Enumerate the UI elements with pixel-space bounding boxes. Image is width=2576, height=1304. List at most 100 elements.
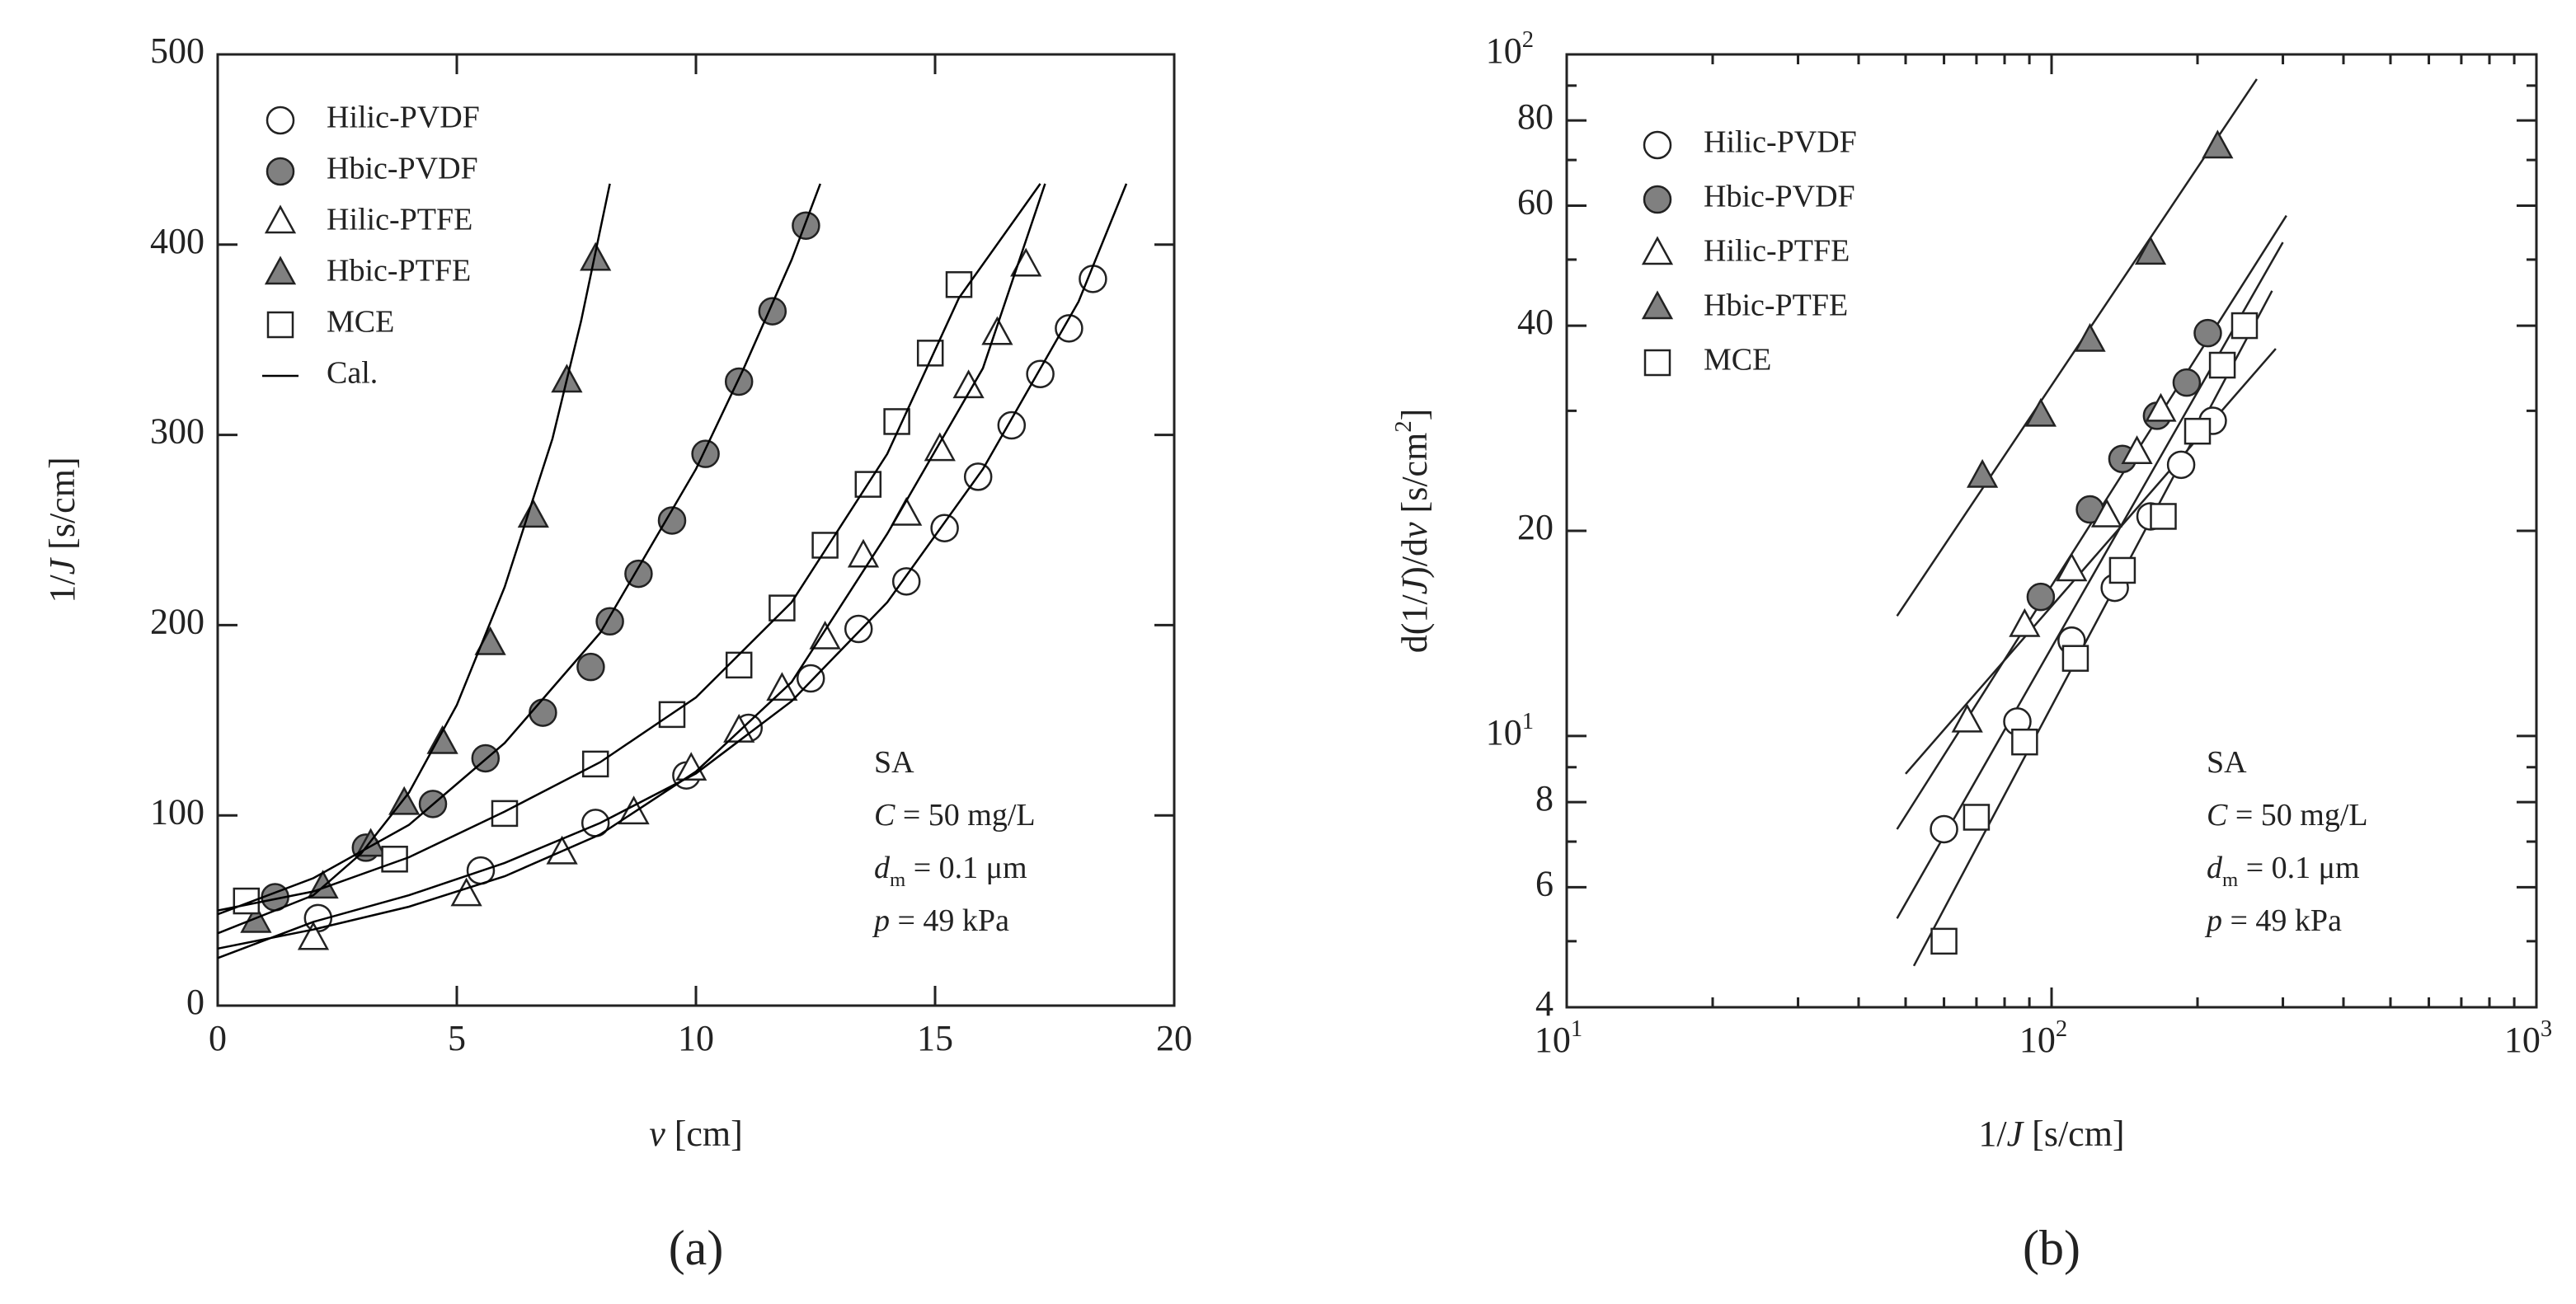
marker [2009,607,2041,637]
annotation: p = 49 kPa [872,903,1009,938]
subplot-caption: (b) [2023,1221,2080,1275]
marker [2150,503,2177,530]
x-axis-label-part: [s/cm] [2023,1114,2124,1154]
marker [2061,645,2089,672]
annotation-part: = 50 mg/L [2227,798,2367,833]
marker [891,496,923,526]
annotation-part: d [2207,851,2223,885]
tick-base: 10 [1486,30,1522,71]
marker [2090,498,2123,528]
annotation-part: = 50 mg/L [895,798,1035,833]
marker [844,614,873,644]
subplot-caption: (a) [669,1221,724,1275]
x-axis-label-part: v [649,1114,665,1154]
y-tick-label: 300 [150,411,204,452]
y-tick-label: 200 [150,601,204,641]
marker [796,664,825,693]
annotation-part: m [890,869,905,891]
annotation-part: SA [2207,745,2247,780]
y-axis-label-part: J [1394,576,1435,594]
annotation: C = 50 mg/L [2207,798,2368,833]
annotation-part: C [2207,798,2228,833]
marker [2172,368,2202,397]
legend-marker [1643,349,1671,377]
legend-label: Hilic-PVDF [327,101,480,135]
y-axis-label-part: v [1394,522,1435,538]
y-tick-label: 20 [1517,507,1554,547]
annotation-part: = 49 kPa [890,903,1009,938]
marker [529,698,557,727]
marker [2026,582,2056,612]
annotation: dm = 0.1 μm [2207,851,2360,891]
annotation-part: = 49 kPa [2222,903,2342,938]
legend-label: Hbic-PTFE [327,254,471,288]
y-tick-label: 6 [1535,863,1554,903]
marker [297,921,330,950]
x-axis-label-part: J [2007,1114,2025,1154]
y-tick-label: 400 [150,221,204,261]
marker [2108,556,2136,584]
annotation-part: d [874,851,891,885]
legend-label: MCE [327,305,394,340]
y-axis-label: d(1/J)/dv [s/cm2] [1391,409,1435,654]
y-axis-label-part: ] [1394,409,1435,421]
calc-line [217,183,1128,959]
marker [517,499,549,528]
marker [2208,351,2236,379]
legend-label: Hbic-PVDF [327,152,478,186]
tick-exponent: 1 [1571,1016,1582,1042]
tick-exponent: 2 [1522,27,1534,53]
marker [2134,236,2167,265]
y-axis-label-part: J [42,556,82,575]
y-axis-label-part: 2 [1391,420,1417,432]
legend-label: MCE [1704,343,1771,378]
y-tick-label: 4 [1535,983,1554,1024]
legend-marker [1641,236,1674,265]
tick-base: 10 [1535,1020,1571,1060]
annotation-part: = 0.1 μm [905,851,1027,885]
y-axis-label-part: [s/cm] [42,457,82,558]
tick-exponent: 3 [2541,1016,2552,1042]
annotation: SA [2207,745,2247,780]
legend-marker [264,204,297,234]
legend-marker [266,157,295,186]
marker [675,752,707,781]
marker [2145,392,2177,422]
marker [847,538,880,568]
marker [2056,552,2088,582]
y-tick-label: 500 [150,30,204,71]
marker [891,567,921,596]
annotation-part: p [872,903,890,938]
y-axis-label-part: [s/cm [1394,433,1435,523]
x-tick-label: 5 [448,1018,466,1058]
annotation-part: m [2222,869,2238,891]
marker [769,594,796,622]
legend-marker [266,311,294,339]
x-tick-label: 15 [917,1018,953,1058]
marker [1055,314,1084,343]
marker [2193,318,2222,348]
y-axis-label-part: )/d [1394,538,1435,579]
legend-label: Hilic-PVDF [1704,125,1857,160]
marker [2230,312,2259,340]
marker [766,672,798,701]
tick-exponent: 2 [2056,1016,2067,1042]
marker [724,367,754,396]
y-tick-label: 101 [1486,709,1534,753]
y-tick-label: 0 [186,982,204,1022]
marker [450,877,482,907]
tick-base: 10 [2504,1020,2541,1060]
legend-label: Hbic-PVDF [1704,180,1855,214]
legend-label: Hbic-PTFE [1704,288,1848,323]
annotation-part: p [2204,903,2222,938]
x-tick-label: 101 [1535,1016,1582,1060]
x-axis-label: v [cm] [649,1114,743,1154]
marker [1930,814,1958,844]
marker [930,514,959,542]
annotation: dm = 0.1 μm [874,851,1027,891]
annotation-part: = 0.1 μm [2238,851,2359,885]
y-axis-label: 1/J [s/cm] [42,457,82,603]
annotation: C = 50 mg/L [874,798,1036,833]
legend-marker [1641,290,1674,320]
